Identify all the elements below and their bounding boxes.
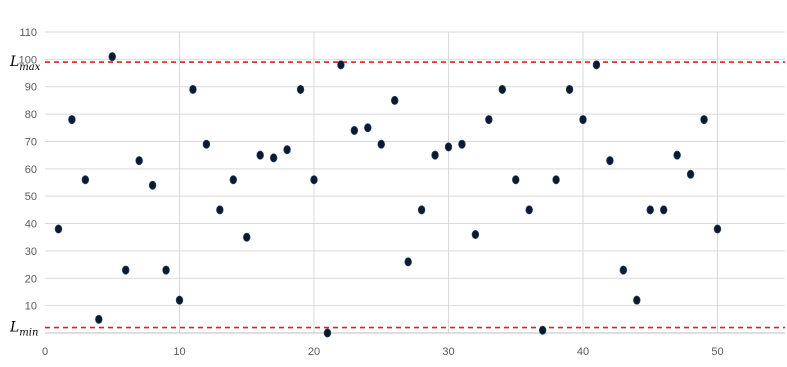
y-tick-label: 50 — [25, 191, 37, 203]
data-point — [606, 156, 614, 166]
data-point — [619, 265, 628, 275]
data-point — [552, 175, 560, 185]
y-tick-label: 70 — [25, 136, 37, 148]
data-point — [431, 150, 439, 160]
data-point — [68, 115, 76, 125]
data-point — [364, 123, 372, 133]
data-point — [592, 60, 601, 70]
data-point — [713, 224, 722, 234]
data-point — [337, 60, 345, 70]
data-point — [256, 150, 264, 160]
data-point — [444, 142, 453, 152]
data-point — [512, 175, 520, 185]
data-points — [54, 52, 722, 338]
data-point — [485, 115, 493, 125]
data-point — [202, 139, 211, 149]
y-tick-label: 80 — [25, 109, 37, 121]
data-point — [95, 314, 103, 324]
data-point — [458, 139, 466, 149]
data-point — [310, 175, 318, 185]
data-point — [350, 126, 359, 136]
axis-ticks: 10 20 30 40 50 60 70 80 90 100 110 0 10 20 30 40 50 — [19, 27, 724, 358]
limit-lines: Lmax Lmin — [9, 54, 785, 339]
x-tick-label: 10 — [173, 346, 185, 358]
data-point — [404, 257, 412, 267]
data-point — [391, 95, 399, 105]
x-tick-label: 30 — [442, 346, 454, 358]
data-point — [296, 84, 305, 94]
data-point — [700, 115, 708, 125]
data-point — [54, 224, 63, 234]
data-point — [189, 84, 197, 94]
data-point — [283, 145, 291, 155]
data-point — [148, 180, 157, 190]
limit-label: Lmin — [9, 320, 38, 339]
data-point — [108, 52, 116, 62]
y-tick-label: 40 — [25, 219, 37, 231]
data-point — [377, 139, 385, 149]
data-point — [686, 169, 695, 179]
data-point — [579, 115, 587, 125]
data-point — [417, 205, 426, 215]
data-point — [216, 205, 224, 215]
y-tick-label: 100 — [19, 54, 37, 66]
data-point — [121, 265, 130, 275]
data-point — [323, 328, 332, 338]
data-point — [229, 175, 238, 185]
x-tick-label: 0 — [42, 346, 48, 358]
data-point — [646, 205, 654, 215]
data-point — [498, 84, 506, 94]
data-point — [673, 150, 681, 160]
y-tick-label: 90 — [25, 82, 37, 94]
data-point — [659, 205, 668, 215]
data-point — [162, 265, 170, 275]
data-point — [565, 84, 574, 94]
data-point — [175, 295, 184, 305]
data-point — [243, 232, 251, 242]
x-tick-label: 40 — [577, 346, 589, 358]
data-point — [269, 153, 278, 163]
y-tick-label: 10 — [25, 301, 37, 313]
y-tick-label: 110 — [19, 27, 37, 39]
x-tick-label: 20 — [308, 346, 320, 358]
data-point — [471, 229, 480, 239]
data-point — [135, 156, 143, 166]
y-tick-label: 60 — [25, 164, 37, 176]
gridlines — [45, 31, 785, 334]
data-point — [81, 175, 90, 185]
limit-label: Lmax — [9, 54, 41, 73]
x-tick-label: 50 — [711, 346, 723, 358]
data-point — [633, 295, 641, 305]
y-tick-label: 30 — [25, 246, 37, 258]
data-point — [525, 205, 533, 215]
data-point — [538, 325, 547, 335]
y-tick-label: 20 — [25, 273, 37, 285]
